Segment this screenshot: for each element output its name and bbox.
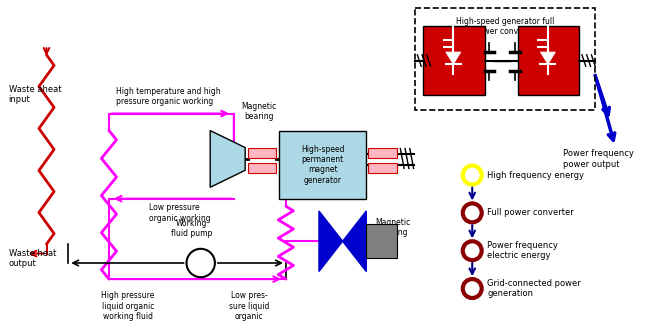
Bar (415, 7, 595, 110)
Text: High-speed
permanent
magnet
generator: High-speed permanent magnet generator (301, 145, 344, 185)
Circle shape (187, 249, 215, 277)
Text: Low pres-
sure liquid
organic: Low pres- sure liquid organic (229, 291, 269, 321)
Text: Power frequency
power output: Power frequency power output (563, 149, 634, 169)
Text: Magnetic
bearing: Magnetic bearing (242, 102, 277, 121)
Text: Magnetic
bearing: Magnetic bearing (375, 218, 410, 237)
Bar (248, 163, 276, 173)
Bar (517, 27, 579, 95)
Text: High frequency energy: High frequency energy (488, 170, 584, 179)
Text: Grid-connected power
generation: Grid-connected power generation (488, 279, 581, 298)
Text: High temperature and high
pressure organic working: High temperature and high pressure organ… (116, 87, 220, 107)
Bar (280, 131, 367, 199)
Polygon shape (446, 52, 461, 64)
Polygon shape (540, 52, 556, 64)
Bar (248, 148, 276, 158)
Text: Full power converter: Full power converter (488, 208, 574, 217)
Text: Low pressure
organic working: Low pressure organic working (149, 203, 211, 223)
Text: Power frequency
electric energy: Power frequency electric energy (488, 241, 558, 260)
Polygon shape (343, 211, 367, 272)
Bar (423, 27, 484, 95)
Polygon shape (319, 211, 343, 272)
Bar (367, 224, 396, 258)
Text: Waste aheat
input: Waste aheat input (8, 85, 61, 104)
Bar (368, 148, 396, 158)
Text: Waste heat
output: Waste heat output (8, 249, 56, 268)
Polygon shape (210, 131, 245, 187)
Text: High pressure
liquid organic
working fluid: High pressure liquid organic working flu… (101, 291, 155, 321)
Text: Working
fluid pump: Working fluid pump (170, 219, 212, 238)
Text: High-speed generator full
power converter: High-speed generator full power converte… (456, 17, 554, 36)
Bar (368, 163, 396, 173)
